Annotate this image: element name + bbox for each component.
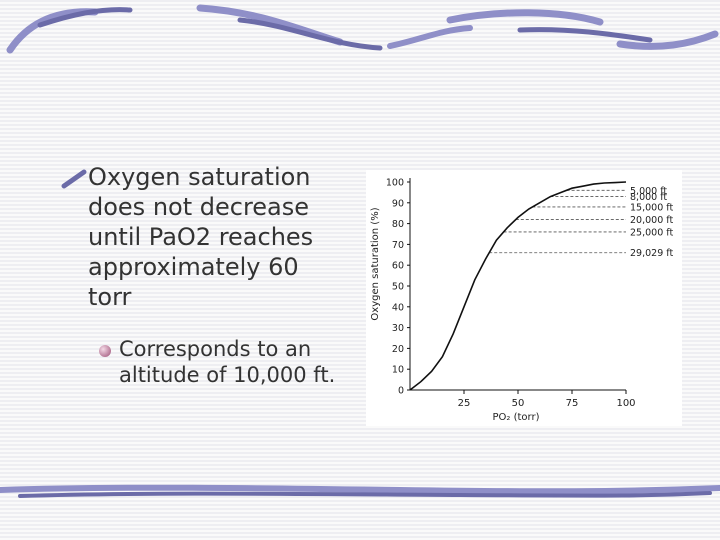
y-tick-label: 50 <box>392 282 404 293</box>
x-tick-label: 75 <box>566 398 579 409</box>
y-tick-label: 80 <box>392 219 404 230</box>
x-tick-label: 100 <box>616 398 635 409</box>
x-axis-label: PO₂ (torr) <box>493 412 540 423</box>
y-tick-label: 10 <box>392 365 404 376</box>
decorative-top-band <box>6 4 719 54</box>
y-tick-label: 100 <box>386 178 404 189</box>
chart-panel: Oxygen saturation (%) PO₂ (torr) 0 10 20 30… <box>366 170 682 426</box>
sphere-bullet-icon <box>99 345 111 357</box>
altitude-label: 15,000 ft <box>630 202 673 213</box>
oxygen-dissociation-chart: Oxygen saturation (%) PO₂ (torr) 0 10 20 30… <box>370 178 673 424</box>
main-bullet-text: Oxygen saturation does not decrease unti… <box>88 163 314 311</box>
sub-bullet-text: Corresponds to an altitude of 10,000 ft. <box>119 337 336 387</box>
y-tick-label: 30 <box>392 323 404 334</box>
altitude-label: 25,000 ft <box>630 227 673 238</box>
decorative-bottom-band <box>0 484 720 498</box>
y-tick-label: 20 <box>392 344 404 355</box>
y-tick-label: 40 <box>392 302 404 313</box>
y-tick-label: 70 <box>392 240 404 251</box>
altitude-label: 8,000 ft <box>630 192 667 203</box>
y-axis-label: Oxygen saturation (%) <box>370 207 381 320</box>
y-tick-label: 0 <box>398 386 404 397</box>
altitude-label: 5,000 ft <box>630 186 667 197</box>
y-tick-label: 60 <box>392 261 404 272</box>
x-tick-label: 25 <box>458 398 471 409</box>
altitude-label: 20,000 ft <box>630 215 673 226</box>
saturation-curve <box>409 181 627 391</box>
x-tick-label: 50 <box>512 398 525 409</box>
altitude-label: 29,029 ft <box>630 248 673 259</box>
pencil-stroke-bullet-icon <box>61 169 87 189</box>
y-tick-label: 90 <box>392 198 404 209</box>
